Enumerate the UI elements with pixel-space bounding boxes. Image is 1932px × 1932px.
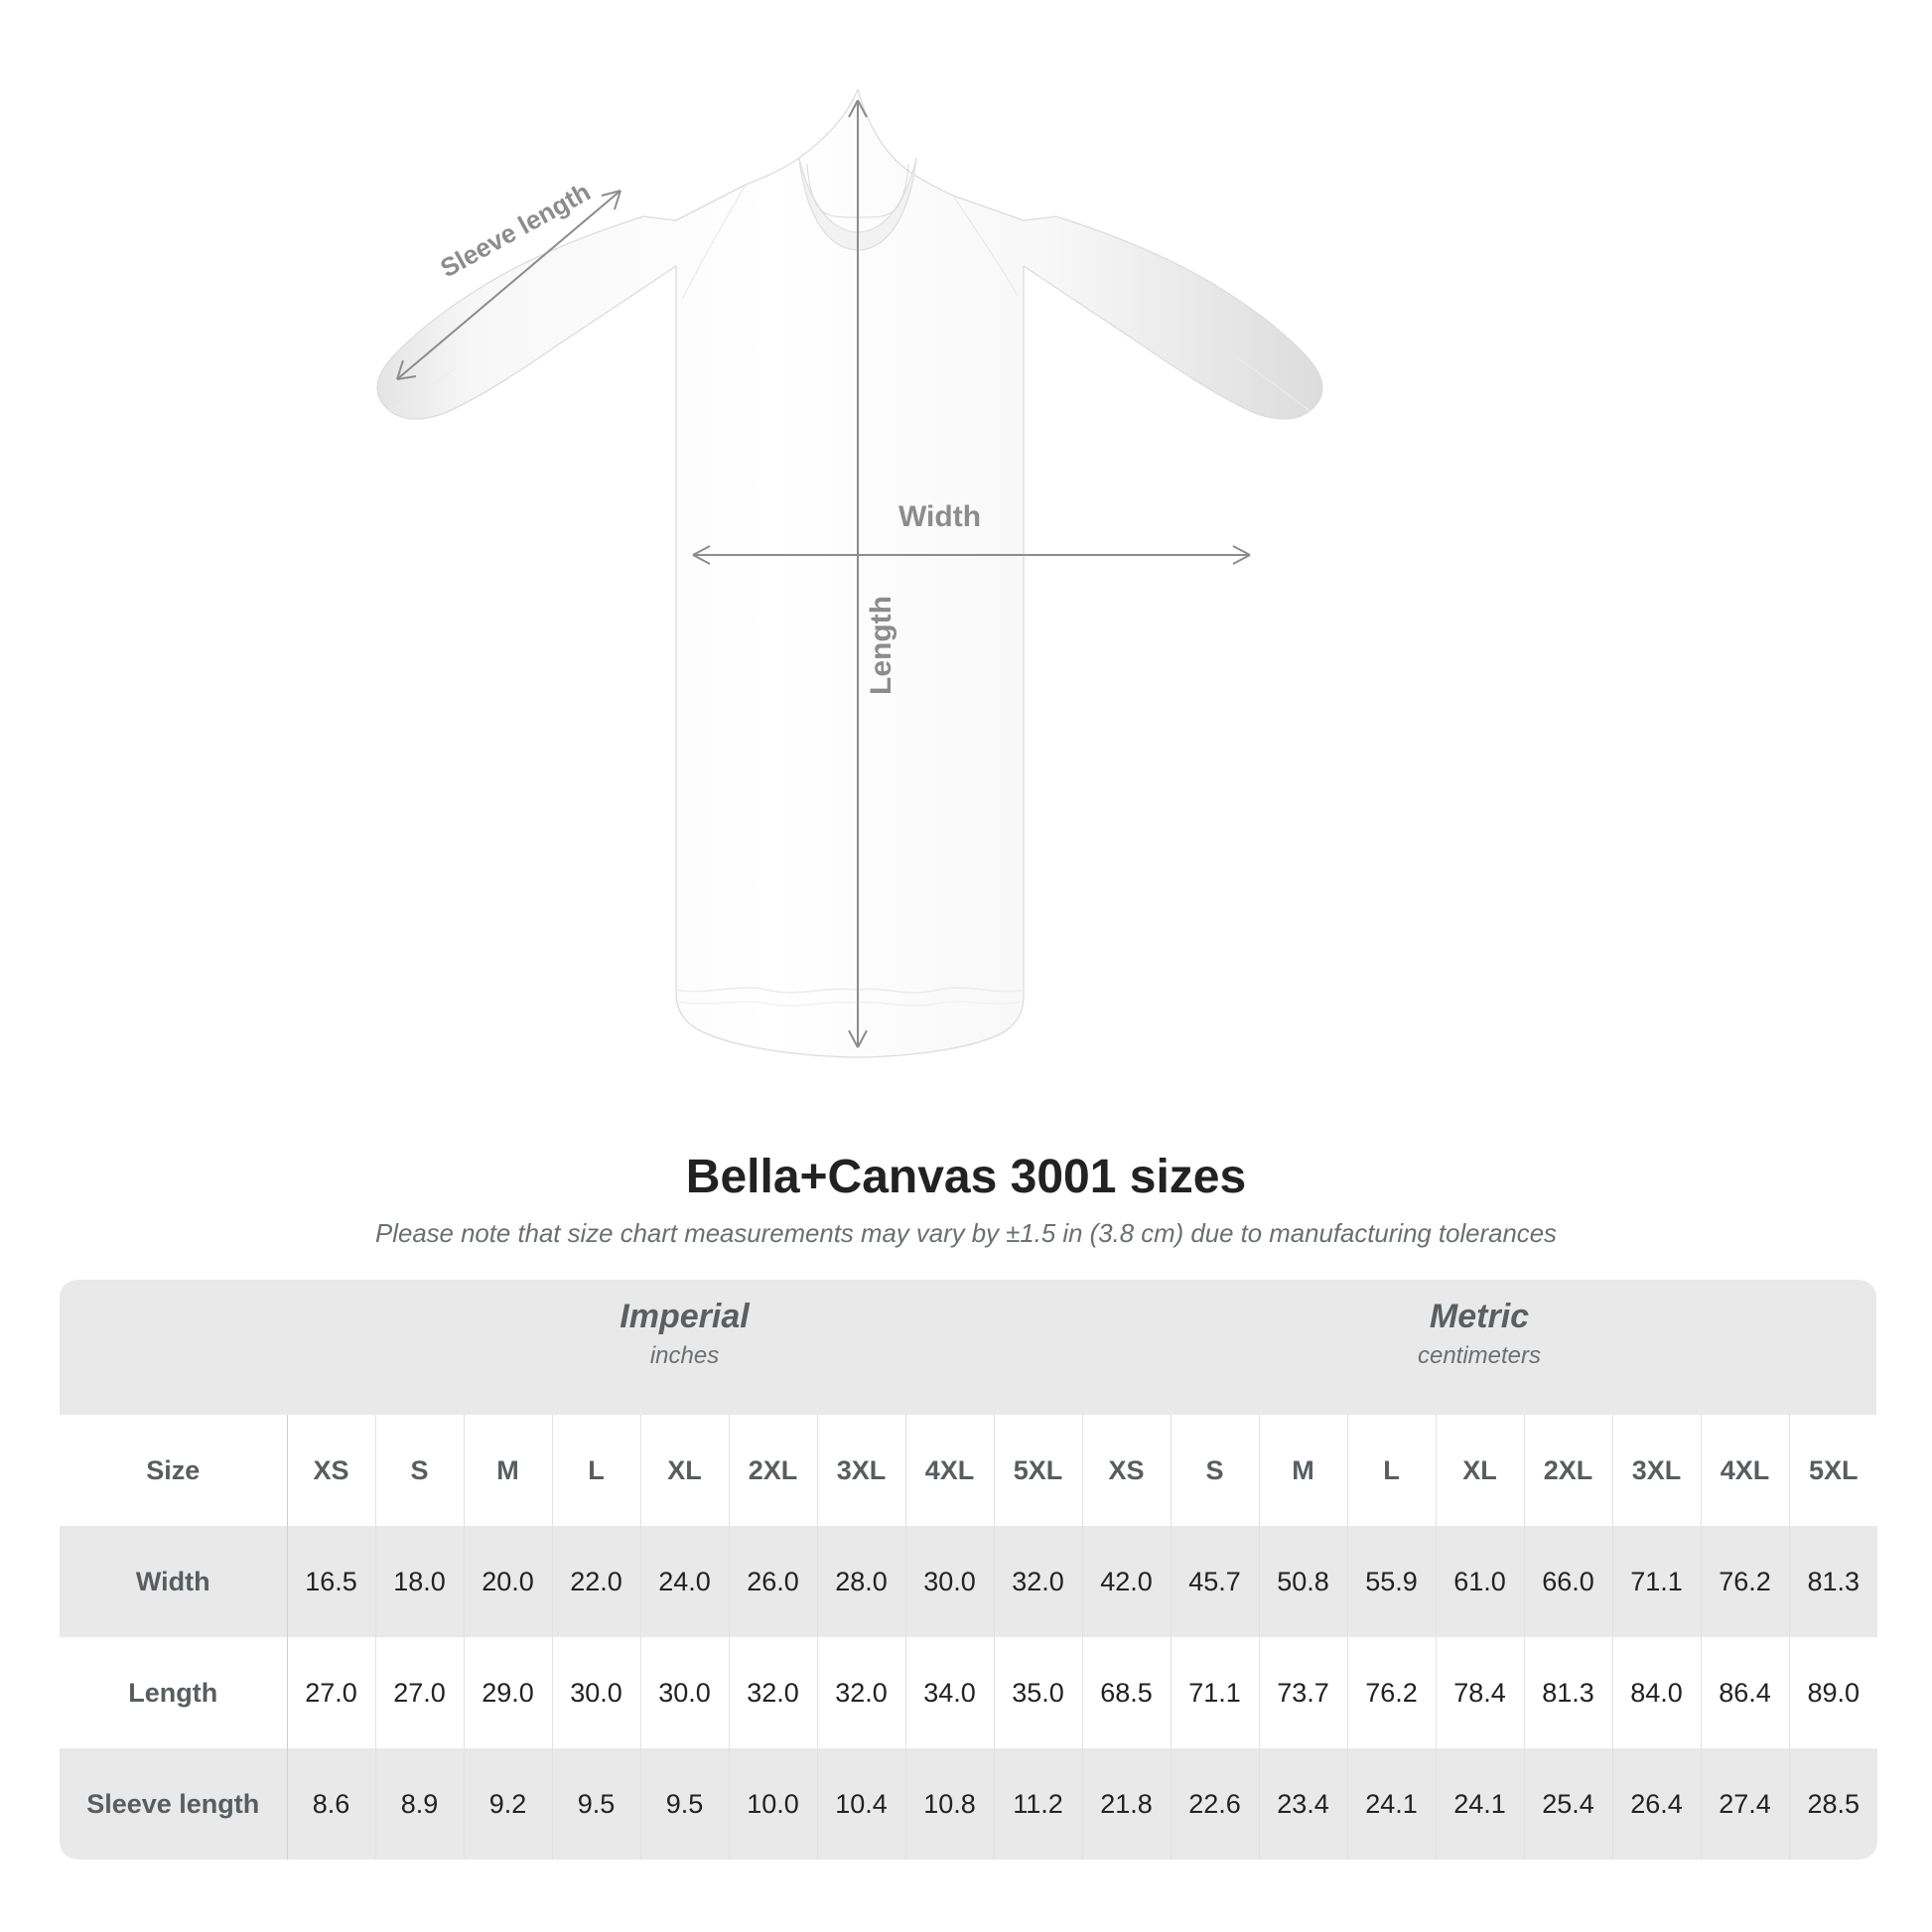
svg-text:Length: Length bbox=[865, 596, 897, 695]
svg-text:Width: Width bbox=[898, 500, 981, 533]
